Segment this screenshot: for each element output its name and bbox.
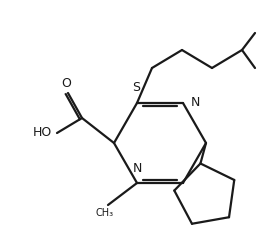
Text: N: N xyxy=(191,96,200,110)
Text: CH₃: CH₃ xyxy=(96,208,114,218)
Text: O: O xyxy=(61,77,71,90)
Text: N: N xyxy=(132,162,142,175)
Text: HO: HO xyxy=(33,127,52,139)
Text: S: S xyxy=(132,81,140,94)
